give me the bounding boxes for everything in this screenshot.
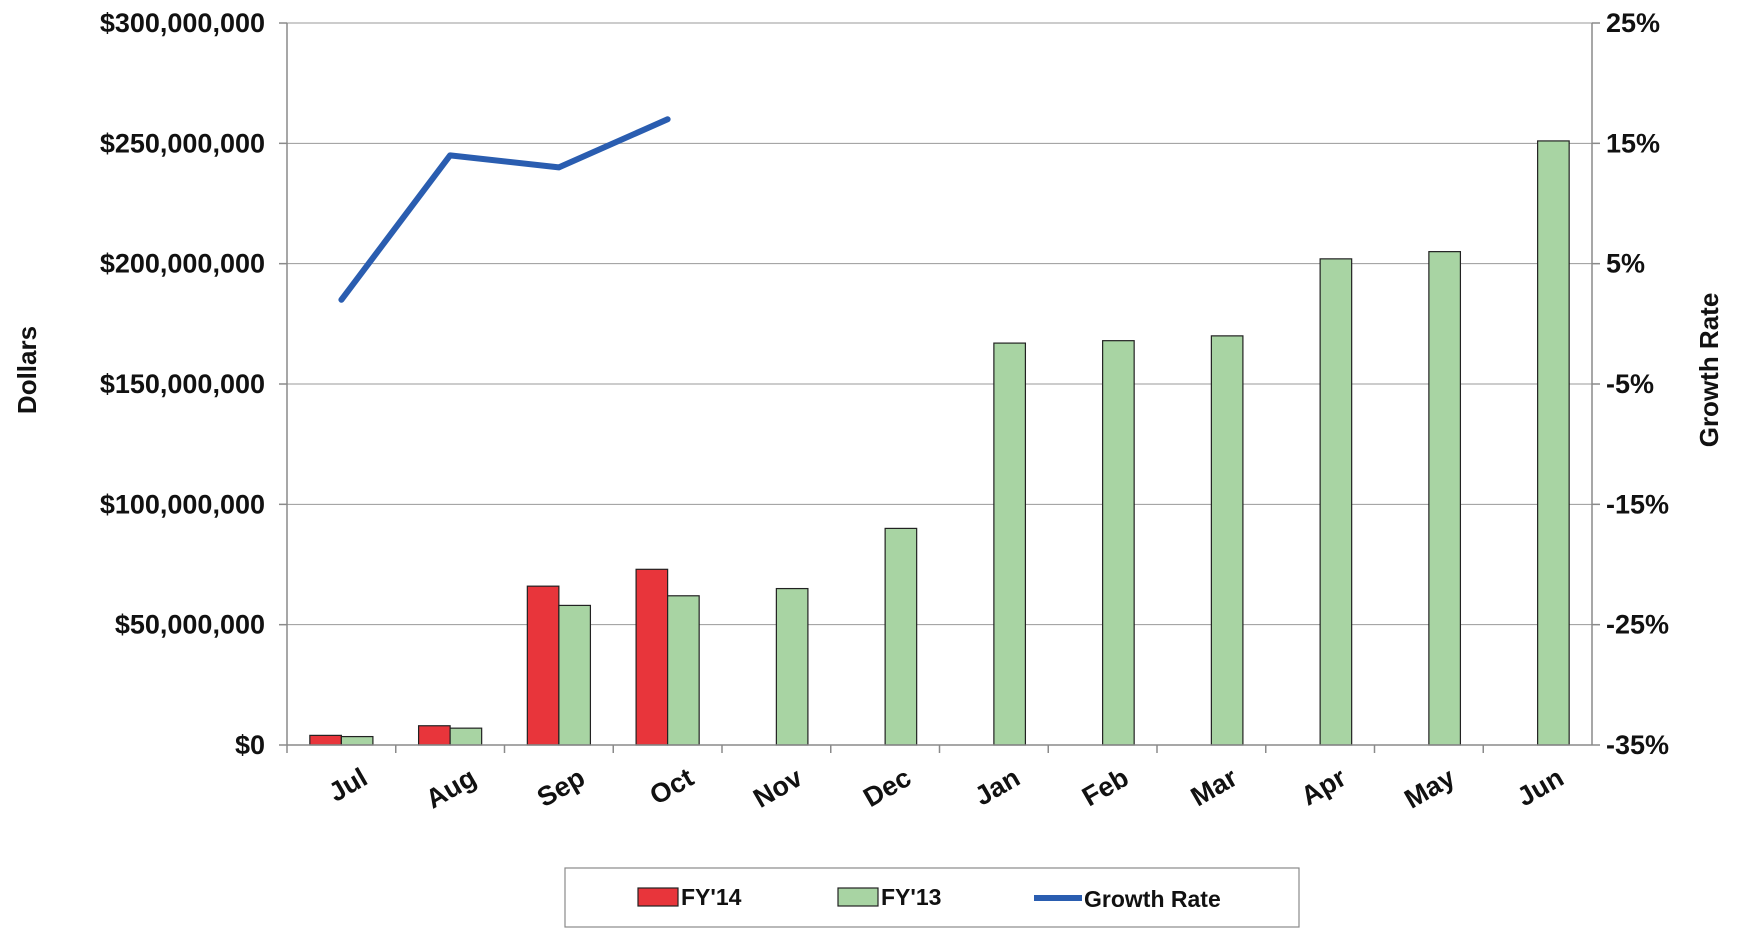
legend: FY'14 FY'13 Growth Rate	[564, 867, 1300, 928]
y-right-tick-label: -35%	[1606, 730, 1669, 760]
bar-fy13-jul	[340, 735, 374, 746]
legend-swatch-fy13	[837, 887, 879, 907]
bar-series	[309, 140, 1570, 746]
y-right-tick-label: 5%	[1606, 249, 1645, 279]
gridlines	[287, 22, 1592, 626]
bar-fy13-jan	[993, 342, 1027, 746]
y-right-tick-label: -25%	[1606, 610, 1669, 640]
growth-rate-line	[338, 116, 671, 303]
y-left-tick-label: $250,000,000	[100, 128, 265, 158]
y-left-tick-label: $0	[235, 730, 265, 760]
bar-fy13-jun	[1537, 140, 1570, 746]
y-right-tick-label: -5%	[1606, 369, 1654, 399]
bar-fy14-aug	[417, 725, 451, 746]
legend-label-growth-rate: Growth Rate	[1084, 886, 1221, 912]
bar-fy14-jul	[309, 734, 342, 746]
y-right-axis-title: Growth Rate	[1694, 293, 1724, 448]
y-left-tick-label: $50,000,000	[115, 610, 265, 640]
bar-fy13-sep	[558, 604, 592, 746]
growth-rate-polyline	[338, 116, 671, 303]
y-left-tick-label: $200,000,000	[100, 249, 265, 279]
y-right-tick-label: 15%	[1606, 128, 1660, 158]
y-left-tick-label: $300,000,000	[100, 8, 265, 38]
bar-fy13-mar	[1210, 335, 1244, 746]
bar-fy13-may	[1428, 251, 1462, 746]
bar-fy14-sep	[526, 585, 560, 746]
legend-label-fy14: FY'14	[681, 884, 742, 910]
legend-swatch-fy14	[637, 887, 679, 907]
bar-fy13-nov	[775, 587, 809, 746]
y-left-tick-label: $100,000,000	[100, 489, 265, 519]
bar-fy13-apr	[1319, 258, 1353, 746]
legend-box	[564, 867, 1300, 928]
bar-fy14-oct	[635, 568, 669, 746]
y-right-tick-label: -15%	[1606, 489, 1669, 519]
bar-fy13-feb	[1102, 340, 1135, 746]
y-right-tick-label: 25%	[1606, 8, 1660, 38]
bar-fy13-aug	[449, 727, 483, 746]
legend-label-fy13: FY'13	[881, 884, 941, 910]
bar-fy13-oct	[667, 595, 700, 746]
y-left-tick-label: $150,000,000	[100, 369, 265, 399]
y-left-axis-title: Dollars	[12, 326, 42, 414]
bar-fy13-dec	[884, 527, 918, 746]
